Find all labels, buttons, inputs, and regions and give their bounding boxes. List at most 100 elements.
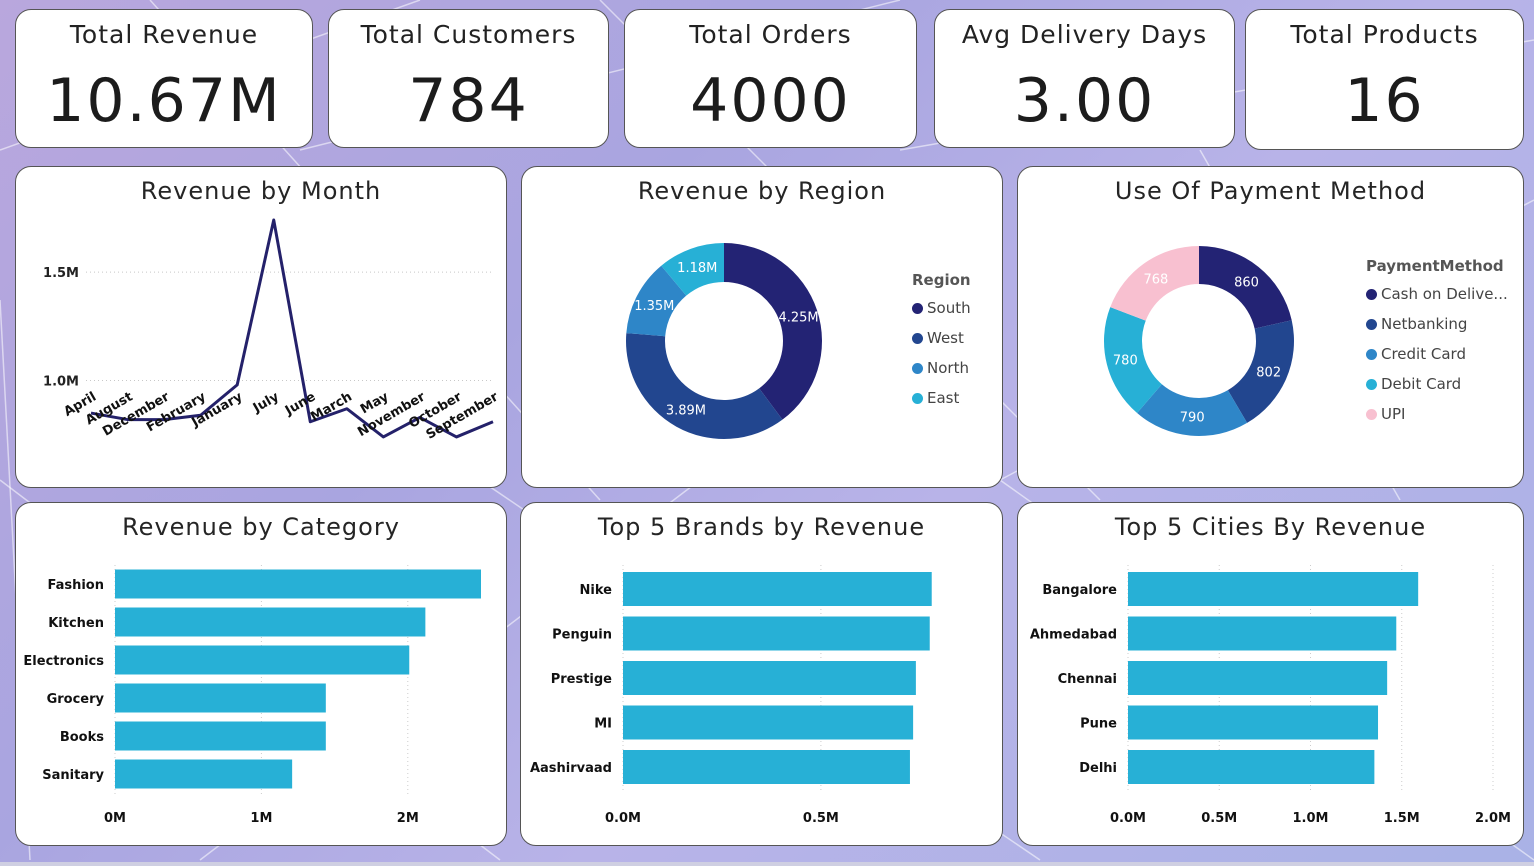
donut-slice-west bbox=[626, 333, 783, 439]
payment-method-card: Use Of Payment Method 860 802 790 780 768 Pa… bbox=[1017, 166, 1524, 488]
legend-item-west[interactable]: West bbox=[912, 327, 971, 357]
legend-item-south[interactable]: South bbox=[912, 297, 971, 327]
legend-dot-icon bbox=[1366, 349, 1377, 360]
revenue-by-region-donut: 4.25M 3.89M 1.35M 1.18M bbox=[626, 243, 822, 439]
bar-penguin bbox=[623, 616, 930, 651]
legend-dot-icon bbox=[912, 393, 923, 404]
y-tick-label: 1.0M bbox=[43, 375, 79, 390]
payment-method-donut: 860 802 790 780 768 bbox=[1104, 246, 1294, 437]
donut-value-label: 1.35M bbox=[634, 299, 674, 314]
kpi-value: 784 bbox=[408, 66, 529, 136]
x-tick-label: 1.0M bbox=[1293, 811, 1329, 826]
kpi-value: 4000 bbox=[690, 66, 851, 136]
category-label: Delhi bbox=[1079, 761, 1117, 776]
legend-label: Cash on Delive... bbox=[1381, 285, 1508, 303]
donut-slice-upi bbox=[1110, 246, 1199, 321]
legend-item-credit-card[interactable]: Credit Card bbox=[1366, 343, 1508, 373]
bar-electronics bbox=[115, 645, 410, 675]
legend-dot-icon bbox=[1366, 379, 1377, 390]
category-label: Prestige bbox=[551, 672, 612, 687]
donut-slice-cash-on-delive- bbox=[1199, 246, 1292, 329]
donut-value-label: 780 bbox=[1113, 354, 1138, 369]
category-label: Aashirvaad bbox=[530, 761, 612, 776]
kpi-title: Total Customers bbox=[360, 20, 577, 49]
kpi-title: Total Products bbox=[1290, 20, 1479, 49]
category-label: Bangalore bbox=[1042, 583, 1117, 598]
x-tick-label: 0.0M bbox=[1110, 811, 1146, 826]
x-tick-label: March bbox=[308, 389, 355, 425]
category-label: Ahmedabad bbox=[1030, 628, 1117, 643]
category-label: Chennai bbox=[1058, 672, 1117, 687]
legend-label: UPI bbox=[1381, 405, 1406, 423]
legend-label: West bbox=[927, 329, 964, 347]
top-brands-card: Top 5 Brands by Revenue 0.0M 0.5M Nike Peng… bbox=[520, 502, 1003, 846]
legend-dot-icon bbox=[912, 333, 923, 344]
legend-item-cash[interactable]: Cash on Delive... bbox=[1366, 283, 1508, 313]
donut-value-label: 802 bbox=[1256, 365, 1281, 380]
revenue-by-category-card: Revenue by Category 0M 1M 2M Fashion Kitchen… bbox=[15, 502, 507, 846]
legend-label: Netbanking bbox=[1381, 315, 1468, 333]
kpi-card-total-customers: Total Customers 784 bbox=[328, 9, 609, 148]
chart-title: Revenue by Month bbox=[140, 177, 382, 205]
bar-bangalore bbox=[1128, 572, 1419, 606]
x-tick-label: 2.0M bbox=[1475, 811, 1511, 826]
chart-title: Top 5 Brands by Revenue bbox=[597, 513, 926, 541]
bar-prestige bbox=[623, 661, 916, 695]
legend-item-debit-card[interactable]: Debit Card bbox=[1366, 373, 1508, 403]
bar-books bbox=[115, 721, 326, 751]
legend-dot-icon bbox=[1366, 319, 1377, 330]
donut-value-label: 768 bbox=[1143, 272, 1168, 287]
category-label: Electronics bbox=[23, 654, 104, 669]
revenue-by-region-card: Revenue by Region 4.25M 3.89M 1.35M 1.18M R… bbox=[521, 166, 1003, 488]
x-tick-label: 0.5M bbox=[803, 811, 839, 826]
category-label: Pune bbox=[1080, 717, 1117, 732]
bottom-strip bbox=[0, 862, 1534, 866]
legend-dot-icon bbox=[912, 303, 923, 314]
legend-label: Credit Card bbox=[1381, 345, 1466, 363]
chart-title: Revenue by Region bbox=[637, 177, 887, 205]
category-label: Kitchen bbox=[48, 616, 104, 631]
x-tick-label: 2M bbox=[397, 811, 419, 826]
bar-chennai bbox=[1128, 661, 1388, 695]
legend-item-netbanking[interactable]: Netbanking bbox=[1366, 313, 1508, 343]
donut-slice-netbanking bbox=[1227, 320, 1294, 423]
chart-title: Revenue by Category bbox=[122, 513, 400, 541]
donut-value-label: 1.18M bbox=[677, 261, 717, 276]
legend-label: South bbox=[927, 299, 971, 317]
legend-title: Region bbox=[912, 271, 971, 289]
category-label: Penguin bbox=[552, 628, 612, 643]
donut-slice-credit-card bbox=[1137, 384, 1248, 437]
legend-dot-icon bbox=[1366, 289, 1377, 300]
donut-slice-south bbox=[724, 243, 822, 420]
kpi-value: 16 bbox=[1344, 66, 1425, 136]
bar-fashion bbox=[115, 569, 481, 599]
region-legend: Region South West North East bbox=[912, 271, 971, 417]
bar-pune bbox=[1128, 705, 1379, 740]
donut-slice-east bbox=[661, 243, 724, 296]
chart-title: Top 5 Cities By Revenue bbox=[1114, 513, 1427, 541]
kpi-value: 10.67M bbox=[46, 66, 282, 136]
category-label: Books bbox=[60, 730, 104, 745]
payment-legend: PaymentMethod Cash on Delive... Netbanki… bbox=[1366, 257, 1508, 433]
kpi-value: 3.00 bbox=[1013, 66, 1156, 136]
donut-value-label: 3.89M bbox=[666, 404, 706, 419]
legend-label: East bbox=[927, 389, 960, 407]
category-label: Sanitary bbox=[42, 768, 104, 783]
bar-nike bbox=[623, 572, 932, 606]
revenue-by-month-chart: 1.0M1.5MAprilAugustDecemberFebruaryJanua… bbox=[43, 218, 501, 443]
revenue-by-category-chart: 0M 1M 2M Fashion Kitchen Electronics Grocery Bo… bbox=[23, 565, 481, 826]
legend-item-north[interactable]: North bbox=[912, 357, 971, 387]
x-tick-label: 0.5M bbox=[1201, 811, 1237, 826]
donut-value-label: 790 bbox=[1180, 411, 1205, 426]
bar-aashirvaad bbox=[623, 750, 910, 784]
bar-delhi bbox=[1128, 750, 1375, 784]
legend-item-upi[interactable]: UPI bbox=[1366, 403, 1508, 433]
bar-grocery bbox=[115, 683, 326, 713]
category-label: Nike bbox=[580, 583, 613, 598]
legend-label: North bbox=[927, 359, 969, 377]
x-tick-label: 1.5M bbox=[1384, 811, 1420, 826]
kpi-card-total-revenue: Total Revenue 10.67M bbox=[15, 9, 313, 148]
donut-value-label: 860 bbox=[1234, 276, 1259, 291]
legend-item-east[interactable]: East bbox=[912, 387, 971, 417]
top-brands-chart: 0.0M 0.5M Nike Penguin Prestige MI Aashirvaad bbox=[530, 565, 932, 826]
